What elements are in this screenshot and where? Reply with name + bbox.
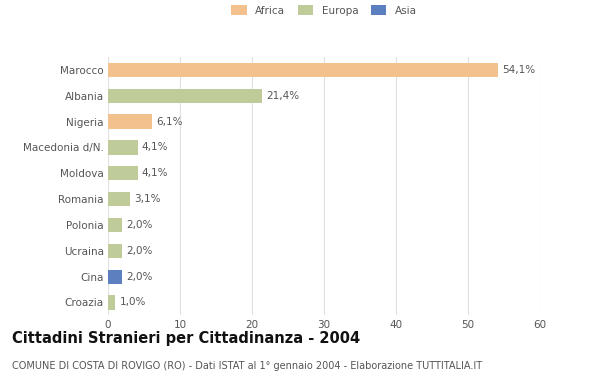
- Bar: [108, 63, 497, 77]
- Bar: [108, 140, 137, 155]
- Text: 1,0%: 1,0%: [119, 298, 146, 307]
- Text: Cittadini Stranieri per Cittadinanza - 2004: Cittadini Stranieri per Cittadinanza - 2…: [12, 331, 360, 345]
- Bar: [108, 114, 152, 129]
- Bar: [108, 295, 115, 310]
- Text: 6,1%: 6,1%: [156, 117, 183, 127]
- Text: 3,1%: 3,1%: [134, 194, 161, 204]
- Bar: [108, 89, 262, 103]
- Bar: [108, 218, 122, 232]
- Bar: [108, 269, 122, 284]
- Text: 2,0%: 2,0%: [127, 220, 153, 230]
- Text: 2,0%: 2,0%: [127, 246, 153, 256]
- Legend: Africa, Europa, Asia: Africa, Europa, Asia: [231, 5, 417, 16]
- Text: 4,1%: 4,1%: [142, 142, 169, 152]
- Text: 2,0%: 2,0%: [127, 272, 153, 282]
- Text: COMUNE DI COSTA DI ROVIGO (RO) - Dati ISTAT al 1° gennaio 2004 - Elaborazione TU: COMUNE DI COSTA DI ROVIGO (RO) - Dati IS…: [12, 361, 482, 371]
- Bar: [108, 192, 130, 206]
- Bar: [108, 244, 122, 258]
- Text: 21,4%: 21,4%: [266, 91, 299, 101]
- Text: 54,1%: 54,1%: [502, 65, 535, 75]
- Bar: [108, 166, 137, 180]
- Text: 4,1%: 4,1%: [142, 168, 169, 178]
